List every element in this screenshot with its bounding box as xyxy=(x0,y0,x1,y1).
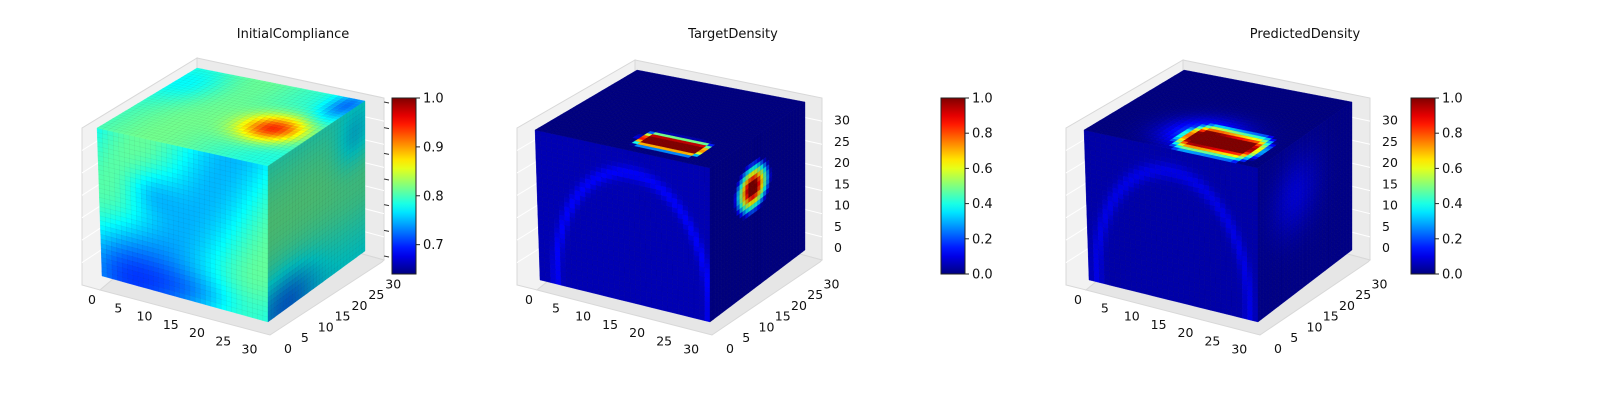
y-tick-label: 25 xyxy=(368,287,384,302)
z-tick-mark xyxy=(383,229,390,232)
x-tick-label: 25 xyxy=(215,333,231,348)
y-tick-label: 10 xyxy=(318,319,334,334)
face-front xyxy=(96,127,269,323)
y-tick-label: 15 xyxy=(335,309,351,324)
z-tick-mark xyxy=(383,204,390,207)
z-tick-mark xyxy=(383,152,390,155)
x-tick-label: 10 xyxy=(137,309,153,324)
y-tick-label: 5 xyxy=(301,330,309,345)
colorbar xyxy=(391,97,417,275)
y-tick-label: 30 xyxy=(385,276,401,291)
x-tick-label: 5 xyxy=(114,300,122,315)
x-tick-label: 30 xyxy=(242,342,258,357)
x-tick-label: 20 xyxy=(189,325,205,340)
x-tick-label: 0 xyxy=(88,292,96,307)
x-tick-label: 15 xyxy=(163,317,179,332)
y-tick-label: 20 xyxy=(352,298,368,313)
colorbar-tick-label: 0.9 xyxy=(423,140,444,155)
z-tick-mark xyxy=(383,255,390,258)
z-tick-mark xyxy=(383,101,390,104)
colorbar-tick-label: 1.0 xyxy=(423,92,444,107)
z-tick-mark xyxy=(383,178,390,181)
y-tick-label: 0 xyxy=(284,341,292,356)
colorbar-tick-label: 0.8 xyxy=(423,189,444,204)
z-tick-mark xyxy=(383,127,390,130)
colorbar-tick-label: 0.7 xyxy=(423,238,444,253)
